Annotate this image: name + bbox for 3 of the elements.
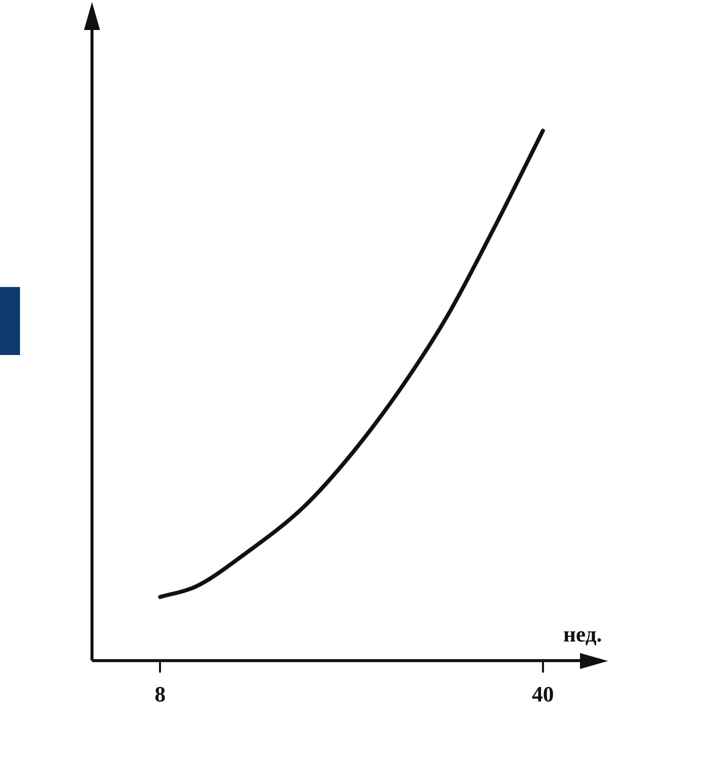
x-tick-label: 8 bbox=[154, 681, 166, 706]
x-tick-label: 40 bbox=[532, 681, 554, 706]
x-axis-title: нед. bbox=[563, 621, 602, 646]
